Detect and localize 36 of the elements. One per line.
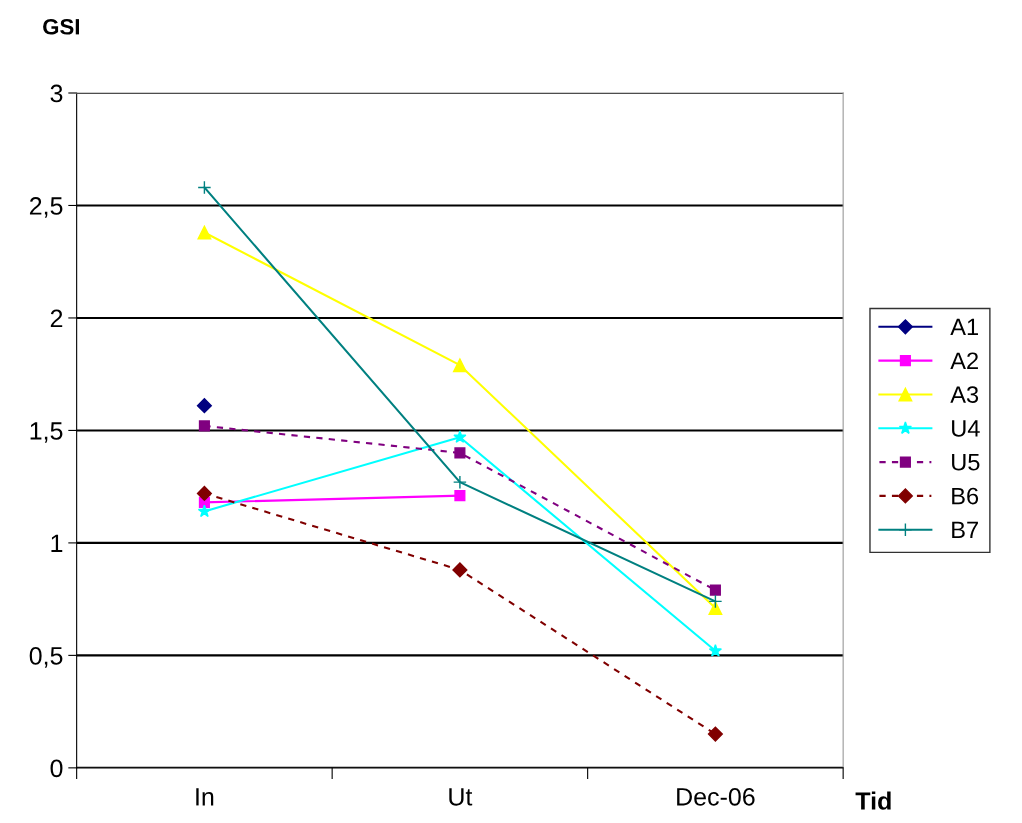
x-tick-label: Ut <box>449 788 473 806</box>
point <box>197 180 212 195</box>
point <box>198 420 210 432</box>
x-tick-label: In <box>196 788 214 806</box>
legend-label: U4 <box>952 420 980 437</box>
point <box>708 594 723 609</box>
y-tick-label: 0,5 <box>29 646 63 668</box>
y-axis-title: GSI <box>43 18 79 35</box>
point <box>452 358 467 373</box>
legend-label: A3 <box>950 386 979 403</box>
x-axis-title: Tid <box>855 791 891 810</box>
legend-label: B7 <box>952 521 978 538</box>
point <box>452 562 468 578</box>
point <box>453 430 467 443</box>
y-tick-label: 2 <box>50 309 63 328</box>
point <box>196 485 212 501</box>
point <box>454 447 466 459</box>
y-tick-label: 1 <box>51 534 63 552</box>
legend-label: A2 <box>950 352 978 369</box>
y-tick-label: 1,5 <box>30 422 63 443</box>
point <box>197 225 212 240</box>
point <box>197 504 212 518</box>
x-tick-label: Dec-06 <box>677 787 755 806</box>
legend-label: A1 <box>950 318 978 336</box>
y-tick-label: 2,5 <box>29 197 63 218</box>
point <box>454 490 466 502</box>
legend-label: U5 <box>952 454 980 471</box>
point <box>196 398 212 414</box>
point <box>452 475 467 490</box>
y-tick-label: 3 <box>50 84 63 103</box>
y-tick-label: 0 <box>50 759 63 778</box>
point <box>708 643 723 657</box>
point <box>707 726 723 742</box>
legend-label: B6 <box>952 487 979 505</box>
point <box>708 601 723 616</box>
point <box>709 584 721 596</box>
